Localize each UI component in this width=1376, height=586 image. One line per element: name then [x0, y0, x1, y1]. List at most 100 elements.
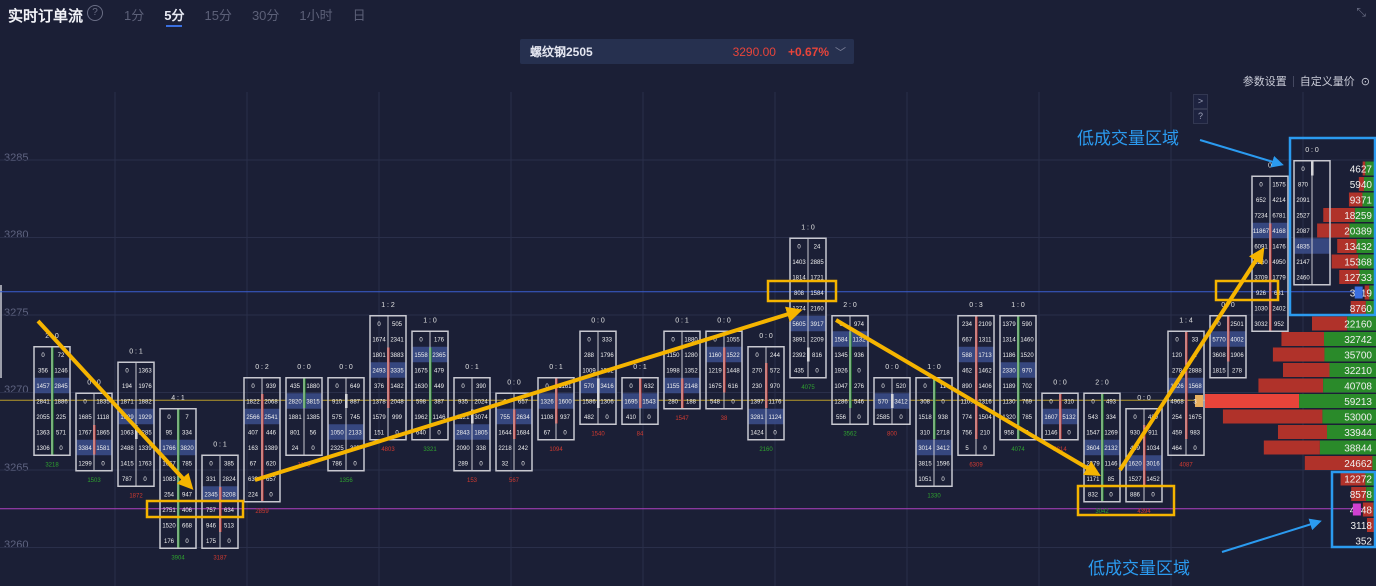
ask-volume: 3416 — [600, 384, 614, 390]
ask-volume: 616 — [728, 384, 739, 390]
ask-volume: 1520 — [1020, 353, 1034, 359]
side-expand-button[interactable]: > — [1193, 94, 1208, 109]
custom-volume-price-button[interactable]: 自定义量价 — [1299, 76, 1355, 88]
bid-volume: 1630 — [414, 384, 428, 390]
bar-delta: 38 — [721, 416, 728, 422]
ask-volume: 649 — [350, 384, 361, 390]
bar-imbalance-header: 0 : 1 — [675, 317, 689, 324]
ask-volume: 702 — [1022, 384, 1033, 390]
bid-volume: 331 — [206, 477, 217, 483]
ask-volume: 225 — [56, 415, 67, 421]
bid-volume: 2147 — [1296, 260, 1310, 266]
bid-volume: 11867 — [1253, 229, 1270, 235]
bid-volume: 3891 — [792, 338, 806, 344]
ask-volume: 3412 — [894, 400, 908, 406]
footprint-bar: 0136319419761871188216291929106312852488… — [117, 348, 155, 499]
profile-volume-value: 15368 — [1344, 258, 1372, 269]
profile-sell-bar — [1331, 254, 1359, 269]
collapse-arrows-icon[interactable]: ⤡ — [1356, 5, 1366, 19]
profile-sell-bar — [1340, 471, 1366, 486]
tab-1hour[interactable]: 1小时 — [299, 8, 333, 23]
ask-volume: 0 — [101, 462, 105, 468]
profile-volume-value: 32210 — [1344, 366, 1372, 377]
bar-imbalance-header: 2 : 0 — [843, 302, 857, 309]
ask-volume: 1385 — [306, 415, 320, 421]
ask-volume: 1504 — [978, 415, 992, 421]
ask-volume: 1763 — [138, 462, 152, 468]
bid-volume: 435 — [290, 384, 301, 390]
bid-volume: 95 — [166, 431, 173, 437]
ask-volume: 0 — [857, 369, 861, 375]
bid-volume: 1822 — [246, 400, 260, 406]
bid-volume: 3608 — [1212, 353, 1226, 359]
ask-volume: 2885 — [810, 260, 824, 266]
ask-volume: 1929 — [138, 415, 152, 421]
tab-30min[interactable]: 30分 — [251, 8, 280, 23]
bid-volume: 0 — [1133, 415, 1137, 421]
tab-15min[interactable]: 15分 — [204, 8, 232, 23]
bar-imbalance-header: 1 : 4 — [1179, 317, 1193, 324]
ask-volume: 1675 — [1188, 415, 1202, 421]
help-icon[interactable]: ? — [87, 5, 103, 21]
ask-volume: 2148 — [684, 384, 698, 390]
bar-imbalance-header: 0 : 3 — [969, 302, 983, 309]
bid-volume: 755 — [500, 415, 511, 421]
ask-volume: 11 — [940, 384, 947, 390]
profile-volume-value: 53000 — [1344, 413, 1372, 424]
bid-volume: 1083 — [162, 477, 176, 483]
low-volume-label-bottom: 低成交量区域 — [1088, 559, 1190, 578]
tab-day[interactable]: 日 — [352, 8, 366, 23]
ask-volume: 631 — [1274, 291, 1285, 297]
bid-volume: 1171 — [1087, 477, 1101, 483]
footprint-bar: 0 310 1607 5132 1146 0 0 : 0 2814 — [1041, 379, 1079, 453]
divider — [1292, 75, 1294, 87]
profile-sell-bar — [1281, 332, 1324, 346]
profile-volume-value: 35700 — [1344, 351, 1372, 362]
bid-volume: 1186 — [1003, 353, 1017, 359]
bid-volume: 870 — [1298, 183, 1309, 189]
bid-volume: 1998 — [666, 369, 680, 375]
profile-volume-value: 352 — [1355, 537, 1372, 548]
bar-delta: 153 — [467, 478, 478, 484]
ask-volume: 1713 — [978, 353, 992, 359]
side-help-button[interactable]: ? — [1193, 109, 1208, 124]
ask-volume: 0 — [815, 369, 819, 375]
bid-volume: 787 — [122, 477, 133, 483]
params-settings-button[interactable]: 参数设置 — [1242, 76, 1287, 88]
ask-volume: 1389 — [264, 446, 278, 452]
bar-delta: 1094 — [549, 447, 563, 453]
symbol-selector[interactable]: 螺纹钢2505 3290.00 +0.67% ﹀ — [520, 39, 854, 64]
bar-imbalance-header: 1 : 0 — [423, 317, 437, 324]
ask-volume: 634 — [224, 508, 235, 514]
ask-volume: 1581 — [96, 446, 110, 452]
ask-volume: 479 — [434, 369, 445, 375]
profile-volume-value: 18259 — [1344, 211, 1372, 222]
chevron-down-icon: ﹀ — [835, 46, 846, 59]
ask-volume: 1835 — [96, 400, 110, 406]
settings-circle-icon[interactable]: ⊙ — [1360, 75, 1370, 88]
tab-1min[interactable]: 1分 — [124, 8, 145, 23]
bid-volume: 1379 — [1002, 322, 1016, 328]
bid-volume: 2090 — [456, 446, 470, 452]
ask-volume: 1886 — [54, 400, 68, 406]
bar-delta: 800 — [887, 431, 898, 437]
ask-volume: 1339 — [138, 446, 152, 452]
tab-5min[interactable]: 5分 — [164, 5, 184, 27]
ask-volume: 2365 — [432, 353, 446, 359]
profile-sell-bar — [1222, 409, 1323, 424]
ask-volume: 0 — [941, 400, 945, 406]
profile-volume-value: 32742 — [1344, 335, 1372, 346]
bid-volume: 0 — [377, 322, 381, 328]
y-axis-label: 3265 — [4, 462, 29, 474]
ask-volume: 546 — [854, 400, 865, 406]
blue-arrow — [1199, 139, 1284, 168]
footprint-bar: 0 632 1695 1543 410 0 0 : 1 84 — [621, 364, 659, 437]
footprint-bar: 0 11 308 0 1518 938 310 2718 3014 3412 3815 1596 105… — [915, 364, 953, 499]
profile-sell-bar — [1337, 239, 1357, 253]
price-levels — [0, 291, 1376, 510]
profile-buy-bar — [1319, 440, 1376, 455]
